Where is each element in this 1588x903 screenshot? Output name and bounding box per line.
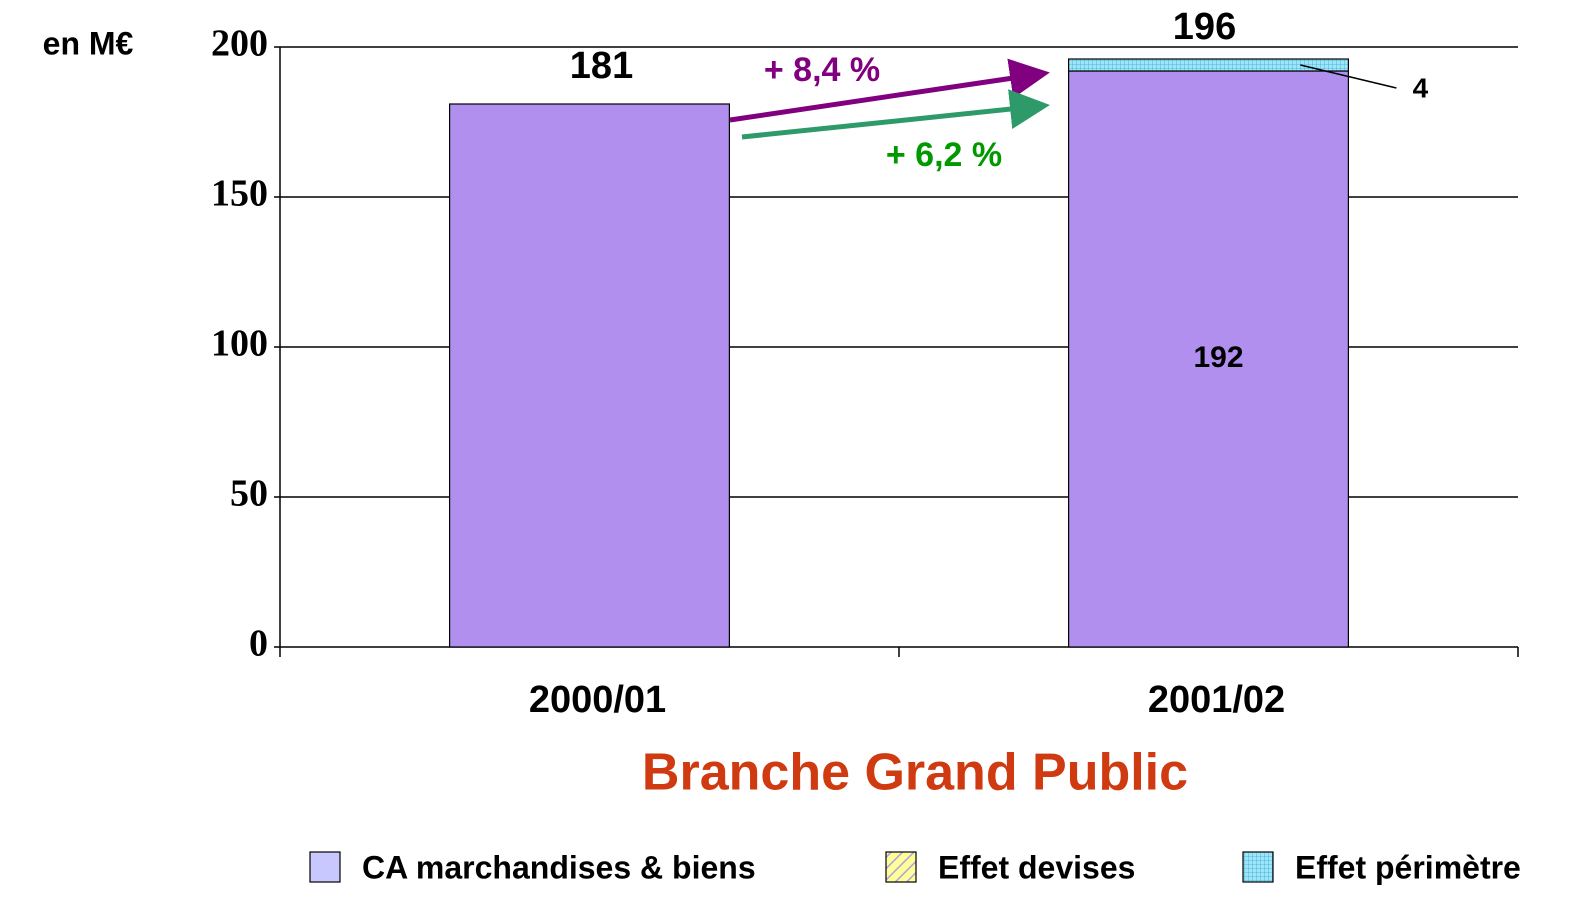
bar-segment bbox=[1068, 58, 1349, 72]
chart-title: Branche Grand Public bbox=[642, 744, 1188, 802]
bar-segment bbox=[1068, 70, 1349, 648]
legend-label: Effet devises bbox=[938, 849, 1135, 885]
y-tick-label: 50 bbox=[230, 473, 268, 515]
y-tick-label: 100 bbox=[211, 323, 268, 365]
annotation: + 8,4 % bbox=[764, 51, 880, 89]
arrow bbox=[729, 58, 1050, 123]
data-label: 4 bbox=[1413, 72, 1429, 103]
annotation: + 6,2 % bbox=[886, 136, 1002, 174]
data-label: 181 bbox=[570, 45, 633, 87]
y-tick-label: 200 bbox=[211, 23, 268, 65]
arrow bbox=[741, 89, 1050, 140]
y-axis-label: en M€ bbox=[43, 25, 134, 61]
leader-line bbox=[1300, 64, 1397, 89]
bar-segment bbox=[449, 103, 730, 648]
legend-label: CA marchandises & biens bbox=[362, 849, 756, 885]
total-label: 196 bbox=[1173, 6, 1236, 48]
x-tick-label: 2000/01 bbox=[529, 679, 666, 721]
legend-swatch bbox=[309, 851, 341, 883]
y-tick-label: 150 bbox=[211, 173, 268, 215]
legend-swatch bbox=[885, 851, 917, 883]
y-tick-label: 0 bbox=[249, 623, 268, 665]
x-tick-label: 2001/02 bbox=[1148, 679, 1285, 721]
data-label: 192 bbox=[1193, 341, 1243, 374]
legend-swatch bbox=[1242, 851, 1274, 883]
legend-label: Effet périmètre bbox=[1295, 849, 1521, 885]
